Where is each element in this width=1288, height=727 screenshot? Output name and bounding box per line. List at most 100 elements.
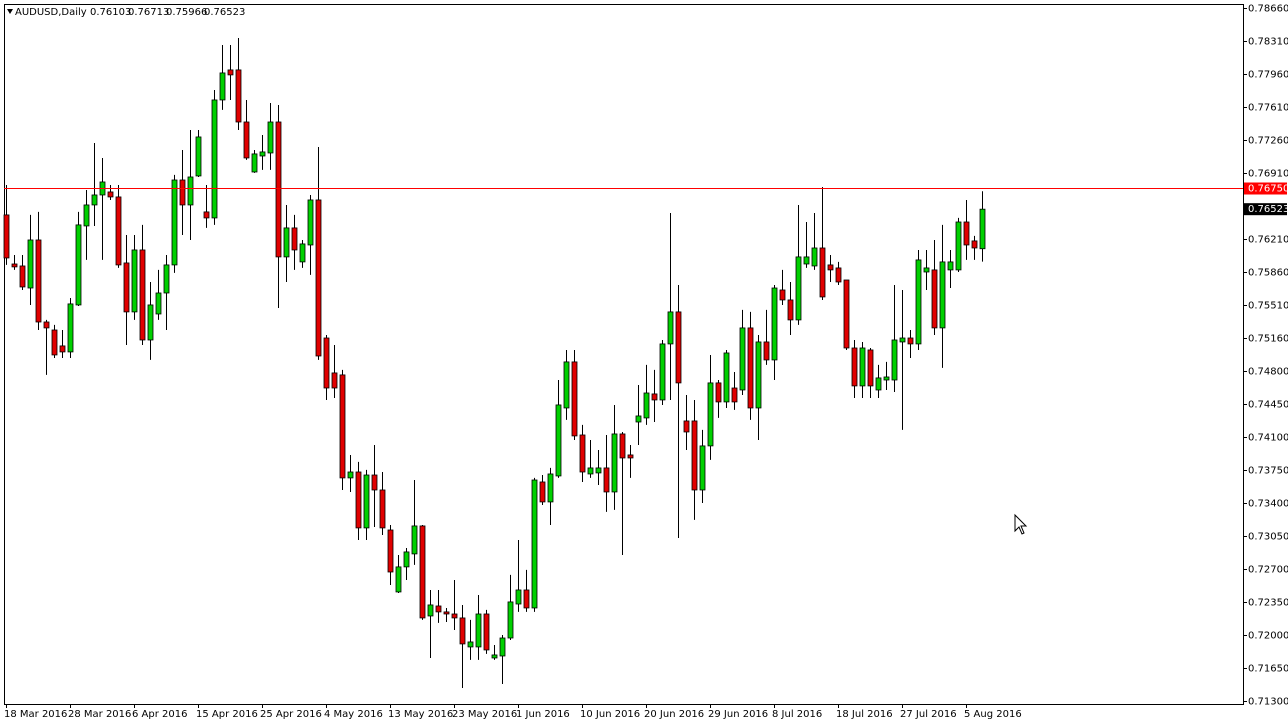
mouse-cursor [1014,513,1028,535]
candle-body [195,136,202,177]
candle-body [675,311,682,384]
candle-body [923,267,930,273]
candle-body [483,613,490,651]
candle-body [627,454,634,459]
menu-arrow[interactable] [7,9,13,14]
candle-body [539,481,546,503]
y-tick-label: 0.75160 [1248,334,1288,345]
header-high: 0.76713 [128,7,169,18]
plot-frame [4,4,1244,705]
candle-body [771,287,778,361]
candle-body [491,654,498,659]
candle-body [739,327,746,391]
candle-body [147,304,154,341]
candle-body [659,343,666,401]
y-tick-label: 0.73750 [1248,466,1288,477]
candle-body [83,204,90,227]
candle-body [235,69,242,123]
candle-body [499,637,506,657]
candle-body [523,589,530,609]
candle-body [787,299,794,321]
candle-body [763,341,770,361]
price-label: 0.76523 [1248,204,1288,215]
candle-body [867,349,874,387]
x-tick-label: 18 Jul 2016 [836,709,893,720]
candle-body [251,153,258,173]
candle-body [571,361,578,437]
candle-body [27,239,34,289]
price-label-box [1244,203,1287,216]
candle-body [339,374,346,479]
candle-body [355,471,362,529]
x-tick-label: 27 Jul 2016 [900,709,957,720]
candle-body [723,352,730,403]
candle-body [827,264,834,271]
x-tick-label: 10 Jun 2016 [580,709,640,720]
candle-body [747,327,754,409]
candle-body [803,256,810,265]
candle-body [427,604,434,617]
candle-body [707,382,714,447]
candle-body [515,589,522,605]
x-tick-label: 1 Jun 2016 [516,709,570,720]
candle-body [435,605,442,613]
candle-body [395,566,402,593]
candle-body [91,194,98,206]
x-tick-label: 8 Jul 2016 [772,709,822,720]
y-tick-label: 0.78660 [1248,4,1288,15]
candle-body [651,393,658,401]
candle-body [419,525,426,619]
candle-body [691,420,698,491]
candle-body [139,249,146,341]
candle-body [611,433,618,493]
x-tick-label: 28 Mar 2016 [68,709,131,720]
candle-body [163,264,170,294]
candle-body [603,467,610,493]
candle-body [211,99,218,219]
candle-body [963,221,970,246]
candle-body [275,121,282,258]
candle-body [187,176,194,206]
candle-body [683,420,690,433]
candle-body [347,471,354,479]
candle-body [243,121,250,159]
y-tick-label: 0.72000 [1248,631,1288,642]
candle-body [155,292,162,315]
candle-body [547,473,554,503]
y-tick-label: 0.76210 [1248,235,1288,246]
candle-body [371,474,378,491]
x-tick-label: 29 Jun 2016 [708,709,768,720]
candle-body [779,289,786,301]
y-tick-label: 0.71650 [1248,664,1288,675]
candle-body [75,224,82,306]
candle-body [795,256,802,321]
candle-body [811,247,818,267]
y-tick-label: 0.72700 [1248,565,1288,576]
candle-body [475,613,482,648]
x-tick-label: 25 Apr 2016 [260,709,322,720]
y-tick-label: 0.77260 [1248,136,1288,147]
candle-body [107,191,114,198]
candle-body [635,415,642,423]
candle-body [459,617,466,645]
candle-body [563,361,570,409]
candle-body [955,221,962,271]
y-tick-label: 0.72350 [1248,598,1288,609]
candle-body [291,227,298,251]
symbol-label: AUDUSD,Daily [15,7,87,18]
y-tick-label: 0.74450 [1248,400,1288,411]
y-tick-label: 0.77960 [1248,70,1288,81]
candle-body [283,227,290,258]
candle-body [899,337,906,343]
candle-body [43,321,50,329]
candle-body [379,489,386,529]
candle-body [363,474,370,529]
candle-body [387,529,394,573]
candle-body [411,525,418,555]
candle-body [11,263,18,268]
candle-body [947,261,954,271]
candle-body [731,387,738,403]
x-tick-label: 5 Aug 2016 [964,709,1022,720]
